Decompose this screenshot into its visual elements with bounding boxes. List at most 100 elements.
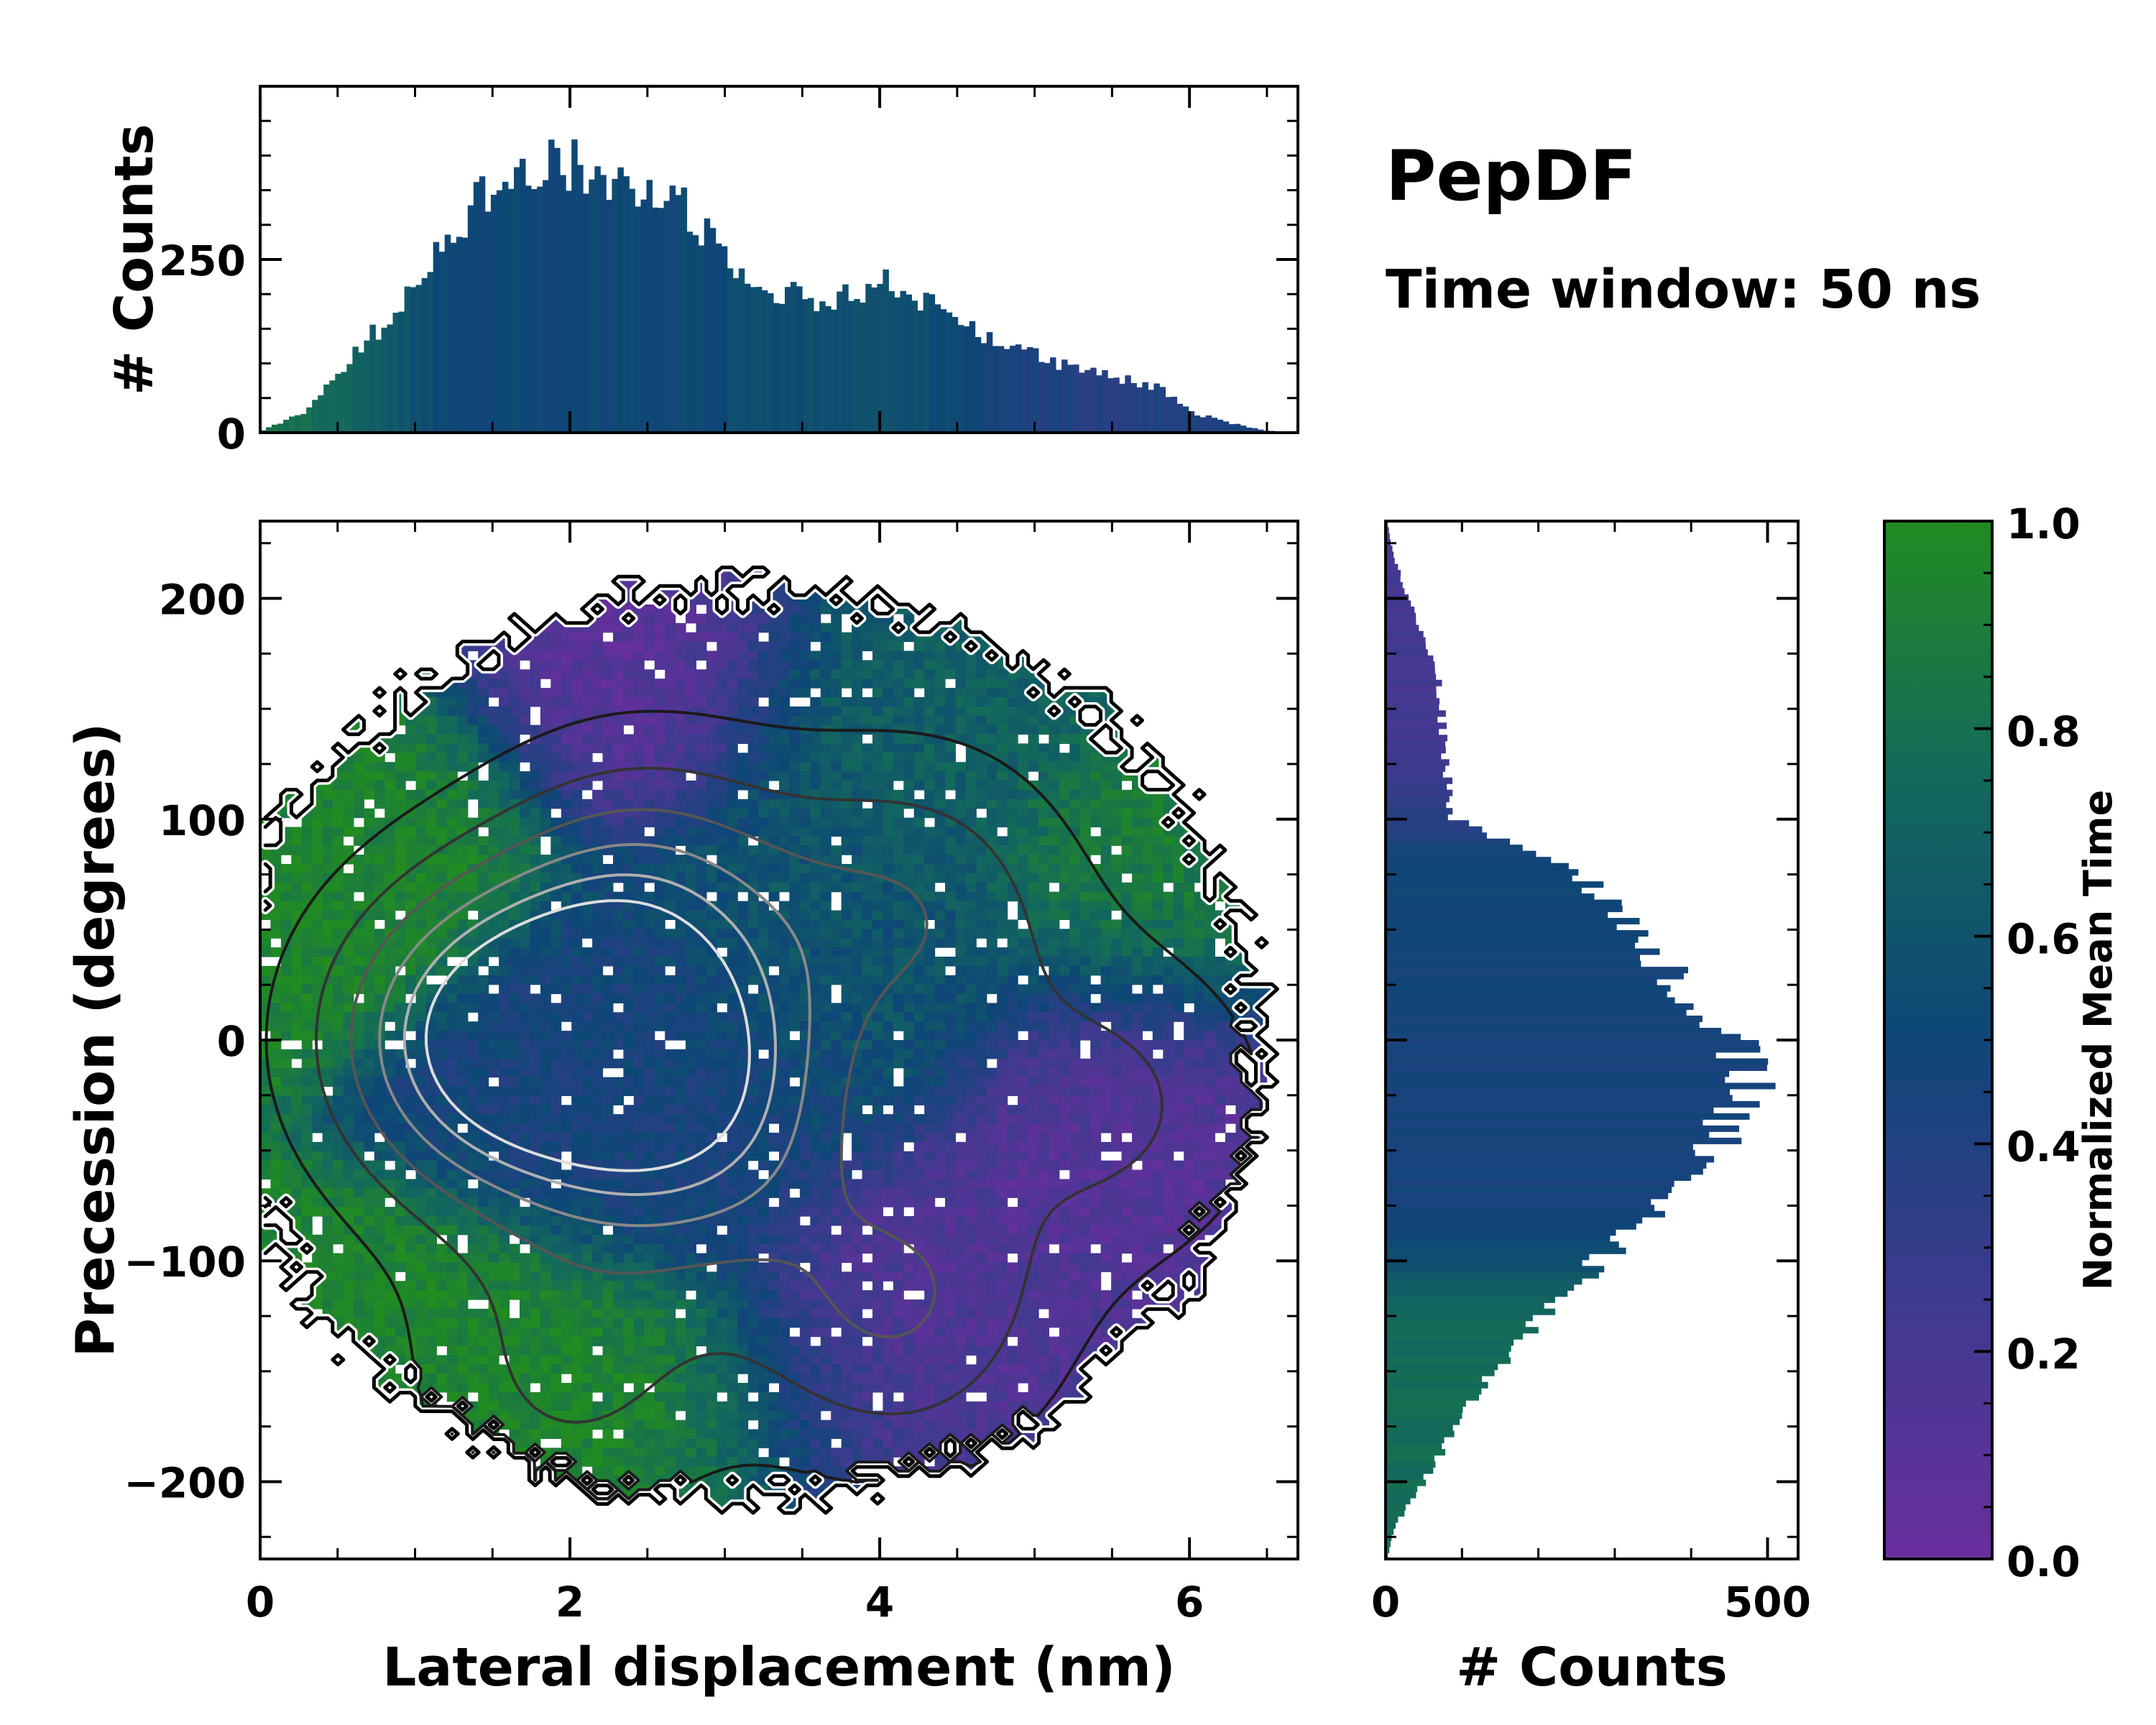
- heatmap-cell: [550, 984, 562, 995]
- heatmap-cell: [467, 882, 479, 893]
- heatmap-cell: [675, 957, 686, 967]
- heatmap-cell: [364, 947, 375, 957]
- heatmap-cell: [852, 1114, 863, 1124]
- heatmap-cell: [1028, 762, 1039, 772]
- heatmap-cell: [384, 1049, 396, 1059]
- heatmap-cell: [1079, 984, 1091, 995]
- heatmap-cell: [841, 632, 852, 643]
- heatmap-cell: [613, 724, 624, 735]
- heatmap-cell: [540, 1031, 551, 1041]
- heatmap-cell: [675, 789, 686, 800]
- heatmap-cell: [364, 1003, 375, 1013]
- heatmap-cell: [1079, 781, 1091, 791]
- heatmap-cell: [530, 1077, 541, 1087]
- heatmap-cell: [779, 734, 790, 744]
- heatmap-cell: [467, 678, 479, 689]
- heatmap-cell: [457, 799, 469, 809]
- heatmap-cell: [799, 808, 811, 819]
- heatmap-cell: [1018, 1012, 1029, 1022]
- top-histogram-bar: [525, 185, 532, 433]
- heatmap-cell: [1028, 1003, 1039, 1013]
- heatmap-cell: [592, 622, 604, 633]
- heatmap-cell: [852, 1123, 863, 1133]
- heatmap-cell: [779, 1049, 790, 1059]
- heatmap-cell: [883, 891, 894, 902]
- heatmap-cell: [633, 817, 645, 828]
- heatmap-cell: [478, 1114, 489, 1124]
- heatmap-cell: [862, 697, 873, 707]
- heatmap-cell: [727, 771, 738, 781]
- heatmap-cell: [571, 919, 583, 929]
- top-histogram-bar: [848, 300, 854, 433]
- heatmap-cell: [675, 771, 686, 781]
- heatmap-cell: [1028, 845, 1039, 855]
- heatmap-cell: [997, 1021, 1008, 1031]
- heatmap-cell: [779, 1003, 790, 1013]
- heatmap-cell: [810, 781, 821, 791]
- heatmap-cell: [436, 873, 448, 883]
- heatmap-cell: [550, 891, 562, 902]
- heatmap-cell: [623, 789, 635, 800]
- heatmap-cell: [592, 688, 604, 698]
- heatmap-cell: [322, 789, 333, 800]
- heatmap-cell: [1069, 993, 1081, 1003]
- heatmap-cell: [872, 771, 883, 781]
- heatmap-cell: [457, 1040, 469, 1050]
- heatmap-cell: [1184, 1021, 1195, 1031]
- heatmap-cell: [592, 734, 604, 744]
- heatmap-cell: [561, 660, 572, 670]
- heatmap-cell: [727, 724, 738, 735]
- heatmap-cell: [613, 1123, 624, 1133]
- heatmap-cell: [893, 1132, 904, 1143]
- heatmap-cell: [1132, 1077, 1143, 1087]
- heatmap-cell: [747, 660, 759, 670]
- heatmap-cell: [706, 678, 717, 689]
- heatmap-cell: [499, 678, 510, 689]
- heatmap-cell: [581, 984, 593, 995]
- heatmap-cell: [1142, 882, 1153, 893]
- heatmap-cell: [654, 975, 665, 985]
- heatmap-cell: [571, 1132, 583, 1143]
- heatmap-cell: [488, 1003, 499, 1013]
- heatmap-cell: [789, 882, 801, 893]
- heatmap-cell: [260, 975, 271, 985]
- heatmap-cell: [540, 817, 551, 828]
- heatmap-cell: [789, 753, 801, 763]
- top-histogram-bar: [842, 284, 849, 433]
- heatmap-cell: [436, 743, 448, 753]
- heatmap-cell: [333, 1021, 344, 1031]
- heatmap-cell: [1173, 882, 1184, 893]
- heatmap-cell: [820, 827, 831, 837]
- heatmap-cell: [364, 1067, 375, 1078]
- heatmap-cell: [1173, 1095, 1184, 1105]
- heatmap-cell: [789, 864, 801, 874]
- heatmap-cell: [779, 855, 790, 865]
- heatmap-cell: [1018, 855, 1029, 865]
- heatmap-cell: [581, 957, 593, 967]
- top-histogram-bar: [594, 166, 601, 433]
- heatmap-cell: [405, 1086, 417, 1096]
- heatmap-cell: [789, 873, 801, 883]
- heatmap-cell: [1204, 1077, 1215, 1087]
- heatmap-cell: [1100, 1058, 1112, 1069]
- heatmap-cell: [903, 789, 915, 800]
- heatmap-cell: [799, 799, 811, 809]
- heatmap-cell: [467, 984, 479, 995]
- heatmap-cell: [623, 965, 635, 976]
- heatmap-cell: [883, 669, 894, 679]
- heatmap-cell: [717, 1021, 728, 1031]
- heatmap-cell: [862, 1058, 873, 1069]
- heatmap-cell: [779, 993, 790, 1003]
- heatmap-cell: [903, 715, 915, 726]
- heatmap-cell: [841, 947, 852, 957]
- heatmap-cell: [1152, 957, 1164, 967]
- heatmap-cell: [1007, 1021, 1018, 1031]
- heatmap-cell: [903, 1132, 915, 1143]
- heatmap-cell: [852, 901, 863, 911]
- top-histogram-bar: [1130, 383, 1137, 433]
- heatmap-cell: [426, 1086, 437, 1096]
- heatmap-cell: [841, 706, 852, 717]
- heatmap-cell: [540, 808, 551, 819]
- heatmap-cell: [467, 715, 479, 726]
- heatmap-cell: [270, 891, 282, 902]
